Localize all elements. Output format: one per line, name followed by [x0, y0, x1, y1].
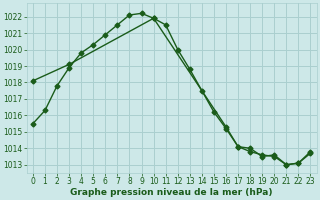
X-axis label: Graphe pression niveau de la mer (hPa): Graphe pression niveau de la mer (hPa) — [70, 188, 273, 197]
